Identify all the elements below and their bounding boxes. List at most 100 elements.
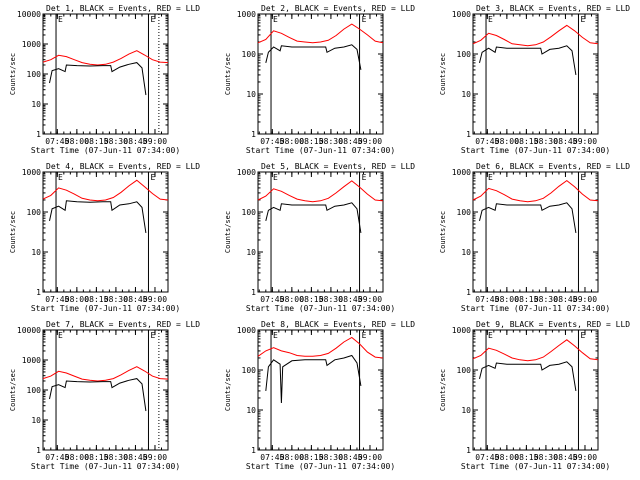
event-marker-label: E [273, 15, 278, 24]
event-marker-label: E [150, 331, 155, 340]
y-tick-label: 1000 [237, 168, 256, 177]
x-tick-label: 08:45 [123, 295, 147, 304]
x-tick-label: 09:00 [358, 453, 382, 462]
x-tick-label: 08:45 [123, 137, 147, 146]
x-tick-label: 09:00 [573, 453, 597, 462]
y-tick-label: 10 [31, 100, 41, 109]
event-marker-label: E [580, 15, 585, 24]
y-tick-label: 10 [246, 90, 256, 99]
panel-title: Det 2, BLACK = Events, RED = LLD [261, 4, 415, 13]
series-events-line [479, 361, 577, 391]
panel-det-4: Det 4, BLACK = Events, RED = LLD 1 10 100 10… [9, 162, 200, 313]
event-marker-label: E [580, 173, 585, 182]
x-tick-label: 08:45 [553, 137, 577, 146]
y-tick-label: 100 [242, 366, 257, 375]
x-axis-label: Start Time (07-Jun-11 07:34:00) [461, 304, 610, 313]
event-marker-label: E [488, 15, 493, 24]
x-axis-label: Start Time (07-Jun-11 07:34:00) [246, 462, 395, 471]
y-tick-label: 10 [31, 248, 41, 257]
x-tick-label: 07:45 [475, 137, 499, 146]
y-tick-label: 1000 [22, 356, 41, 365]
panel-title: Det 7, BLACK = Events, RED = LLD [46, 320, 200, 329]
x-tick-label: 08:00 [495, 453, 519, 462]
y-tick-label: 100 [27, 70, 42, 79]
plot-frame [257, 171, 384, 293]
plot-frame [42, 13, 169, 135]
panel-det-7: Det 7, BLACK = Events, RED = LLD 1 10 100 10… [9, 320, 200, 471]
event-marker-label: E [150, 173, 155, 182]
x-tick-label: 08:15 [84, 137, 108, 146]
event-marker-label: E [362, 331, 367, 340]
y-axis-label: Counts/sec [9, 369, 17, 411]
plot-frame [42, 171, 169, 293]
y-tick-label: 100 [457, 366, 472, 375]
panel-det-6: Det 6, BLACK = Events, RED = LLD 1 10 100 10… [439, 162, 630, 313]
y-axis-label: Counts/sec [224, 369, 232, 411]
x-tick-label: 08:15 [84, 295, 108, 304]
x-tick-label: 08:00 [280, 453, 304, 462]
x-tick-label: 08:30 [534, 453, 558, 462]
series-events-line [265, 44, 362, 70]
panel-title: Det 3, BLACK = Events, RED = LLD [476, 4, 630, 13]
panel-det-3: Det 3, BLACK = Events, RED = LLD 1 10 100 10… [439, 4, 630, 155]
y-axis-label: Counts/sec [439, 369, 447, 411]
event-marker-label: E [362, 173, 367, 182]
x-tick-label: 08:00 [495, 295, 519, 304]
y-tick-label: 1 [36, 446, 41, 455]
y-tick-label: 1 [466, 288, 471, 297]
y-axis-label: Counts/sec [439, 53, 447, 95]
x-tick-label: 08:45 [553, 295, 577, 304]
y-tick-label: 10 [246, 406, 256, 415]
y-tick-label: 1000 [237, 10, 256, 19]
y-tick-label: 100 [457, 50, 472, 59]
y-tick-label: 100 [457, 208, 472, 217]
y-tick-label: 1000 [22, 40, 41, 49]
y-axis-label: Counts/sec [9, 53, 17, 95]
y-tick-label: 100 [27, 386, 42, 395]
event-marker-label: E [58, 173, 63, 182]
x-tick-label: 07:45 [260, 453, 284, 462]
plot-frame [472, 329, 599, 451]
x-axis-label: Start Time (07-Jun-11 07:34:00) [246, 146, 395, 155]
x-tick-label: 08:30 [534, 137, 558, 146]
panel-title: Det 5, BLACK = Events, RED = LLD [261, 162, 415, 171]
plot-frame [42, 329, 169, 451]
y-tick-label: 1 [251, 446, 256, 455]
y-axis-label: Counts/sec [9, 211, 17, 253]
series-events-line [49, 200, 147, 233]
plot-frame [472, 13, 599, 135]
x-axis-label: Start Time (07-Jun-11 07:34:00) [31, 462, 180, 471]
series-lld-line [42, 366, 169, 382]
x-tick-label: 08:15 [299, 295, 323, 304]
event-marker-label: E [488, 331, 493, 340]
x-tick-label: 08:30 [534, 295, 558, 304]
x-tick-label: 08:00 [65, 137, 89, 146]
x-tick-label: 08:15 [299, 453, 323, 462]
y-tick-label: 100 [27, 208, 42, 217]
panel-title: Det 4, BLACK = Events, RED = LLD [46, 162, 200, 171]
x-tick-label: 08:45 [338, 295, 362, 304]
x-tick-label: 08:15 [514, 137, 538, 146]
x-tick-label: 08:45 [123, 453, 147, 462]
x-tick-label: 08:00 [280, 295, 304, 304]
y-tick-label: 1 [466, 446, 471, 455]
series-lld-line [472, 24, 599, 47]
series-events-line [49, 62, 147, 96]
x-tick-label: 09:00 [358, 137, 382, 146]
series-lld-line [472, 179, 599, 203]
panel-title: Det 8, BLACK = Events, RED = LLD [261, 320, 415, 329]
y-tick-label: 10 [461, 90, 471, 99]
panel-det-9: Det 9, BLACK = Events, RED = LLD 1 10 100 10… [439, 320, 630, 471]
x-tick-label: 09:00 [143, 453, 167, 462]
x-tick-label: 08:00 [495, 137, 519, 146]
x-tick-label: 08:00 [280, 137, 304, 146]
x-tick-label: 07:45 [475, 453, 499, 462]
series-lld-line [257, 180, 384, 203]
y-tick-label: 1 [251, 130, 256, 139]
series-lld-line [42, 50, 169, 66]
x-tick-label: 07:45 [45, 453, 69, 462]
x-axis-label: Start Time (07-Jun-11 07:34:00) [461, 462, 610, 471]
event-marker-label: E [150, 15, 155, 24]
panel-det-5: Det 5, BLACK = Events, RED = LLD 1 10 100 10… [224, 162, 415, 313]
